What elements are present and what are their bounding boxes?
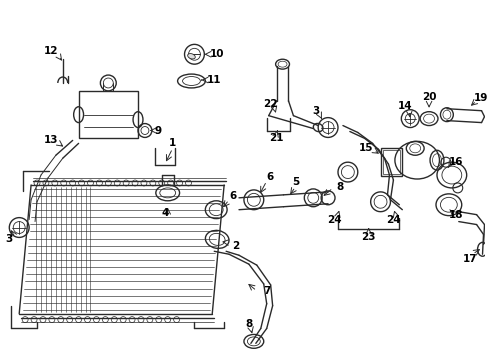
Text: 3: 3 <box>312 106 319 116</box>
Bar <box>79 91 138 139</box>
Text: 24: 24 <box>326 215 341 225</box>
Text: 13: 13 <box>43 135 58 145</box>
Bar <box>382 150 400 174</box>
Text: 5: 5 <box>291 177 299 187</box>
Text: 1: 1 <box>169 138 176 148</box>
Text: 3: 3 <box>6 234 13 244</box>
Text: 14: 14 <box>397 101 412 111</box>
Bar <box>380 148 402 176</box>
Text: 12: 12 <box>43 46 58 56</box>
Text: 4: 4 <box>161 208 168 218</box>
Text: 20: 20 <box>421 92 435 102</box>
Text: 8: 8 <box>336 182 343 192</box>
Text: 21: 21 <box>269 134 283 143</box>
Text: 11: 11 <box>206 75 221 85</box>
Text: 7: 7 <box>263 286 270 296</box>
Text: 2: 2 <box>232 241 239 251</box>
Text: 15: 15 <box>358 143 372 153</box>
Text: 6: 6 <box>265 172 273 182</box>
Text: 16: 16 <box>447 157 462 167</box>
Text: 8: 8 <box>245 319 252 329</box>
Ellipse shape <box>187 54 195 59</box>
Text: 23: 23 <box>361 233 375 242</box>
Text: 19: 19 <box>472 93 487 103</box>
Text: 6: 6 <box>229 191 236 201</box>
Text: 17: 17 <box>461 254 476 264</box>
Text: 18: 18 <box>447 210 462 220</box>
Text: 10: 10 <box>209 49 224 59</box>
Text: 24: 24 <box>386 215 400 225</box>
Text: 9: 9 <box>154 126 161 135</box>
Text: 22: 22 <box>263 99 277 109</box>
